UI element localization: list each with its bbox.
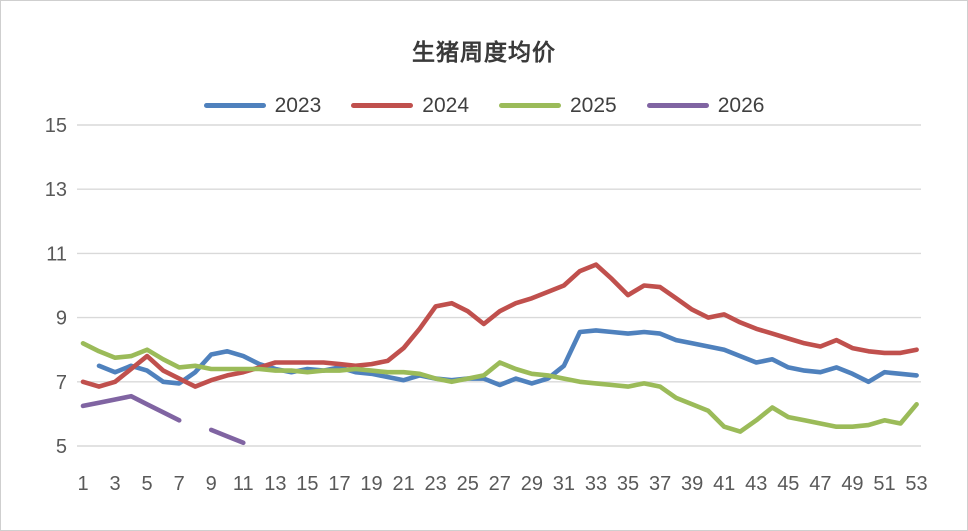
series-line-2025[interactable] [80,340,919,434]
y-tick-label: 5 [56,436,67,458]
legend-swatch-2023 [203,103,266,108]
y-tick-label: 11 [46,243,67,265]
legend-swatch-2026 [646,103,709,108]
series-line-2024[interactable] [80,262,919,389]
legend-label-2026: 2026 [717,94,765,117]
legend: 2023 2024 2025 2026 [1,95,967,116]
legend-label-2023: 2023 [274,94,322,117]
x-tick-label: 15 [296,473,318,495]
x-tick-label: 19 [360,473,382,495]
legend-swatch-2024 [351,103,414,108]
x-tick-label: 53 [905,473,927,495]
legend-label-2025: 2025 [570,94,617,117]
series-line-2023[interactable] [96,328,919,388]
legend-swatch-2025 [499,103,561,108]
x-tick-label: 3 [109,473,120,495]
chart-title: 生猪周度均价 [412,39,556,65]
x-tick-label: 39 [681,473,703,495]
x-tick-label: 9 [206,473,217,495]
x-tick-label: 17 [328,473,350,495]
x-tick-label: 49 [841,473,863,495]
legend-item-2024[interactable]: 2024 [351,95,469,116]
x-tick-label: 45 [777,473,799,495]
legend-item-2026[interactable]: 2026 [646,94,765,117]
x-tick-label: 33 [585,473,607,495]
y-tick-label: 13 [45,179,67,201]
x-tick-label: 27 [489,473,511,495]
x-tick-label: 35 [617,473,639,495]
x-tick-label: 43 [745,473,767,495]
x-tick-label: 23 [425,473,447,495]
x-tick-label: 21 [392,473,414,495]
x-tick-label: 31 [553,473,575,495]
x-tick-label: 1 [77,473,88,495]
series-line-2026[interactable] [80,393,182,423]
y-tick-label: 9 [56,308,67,330]
x-tick-label: 7 [174,473,185,495]
x-tick-label: 25 [457,473,479,495]
legend-item-2023[interactable]: 2023 [203,94,322,117]
x-tick-label: 37 [649,473,671,495]
x-tick-label: 13 [264,473,286,495]
legend-item-2025[interactable]: 2025 [499,95,617,116]
y-tick-label: 7 [56,372,67,394]
series-line-2026[interactable] [208,427,246,446]
y-tick-label: 15 [45,115,67,137]
x-tick-label: 51 [873,473,895,495]
x-tick-label: 5 [142,473,153,495]
x-tick-label: 47 [809,473,831,495]
x-tick-label: 41 [713,473,735,495]
x-tick-label: 11 [233,473,254,495]
x-tick-label: 29 [521,473,543,495]
legend-label-2024: 2024 [422,94,469,117]
